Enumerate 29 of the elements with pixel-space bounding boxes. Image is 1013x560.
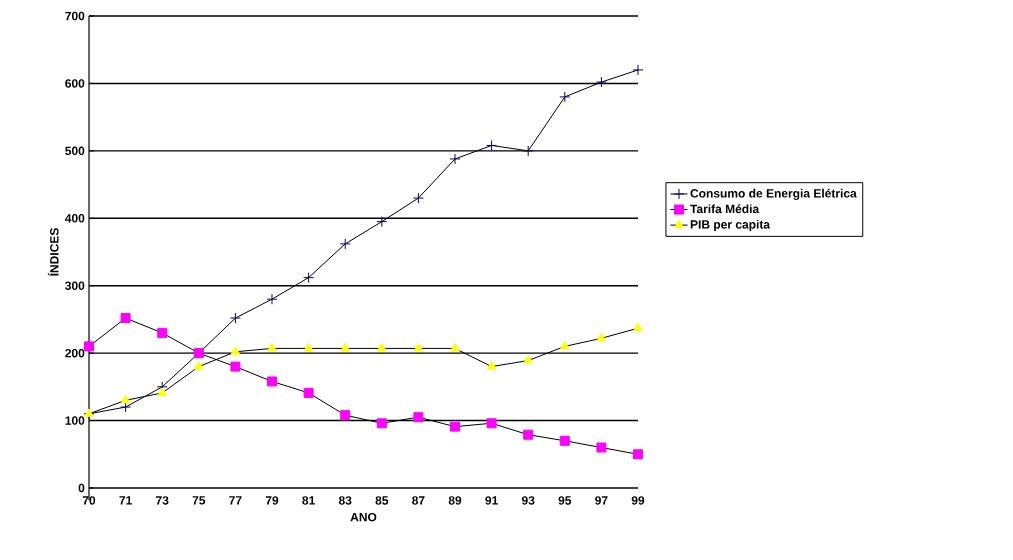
x-axis-title: ANO	[350, 512, 377, 522]
y-axis-title: ÍNDICES	[47, 228, 59, 276]
x-tick-label: 71	[119, 496, 132, 505]
legend-label: PIB per capita	[690, 219, 771, 232]
x-tick-label: 70	[82, 496, 96, 505]
x-tick-label: 81	[302, 496, 315, 505]
x-tick-label: 89	[448, 496, 462, 505]
y-tick-label: 400	[64, 214, 85, 223]
x-tick-label: 83	[338, 496, 352, 505]
x-tick-label: 91	[485, 496, 498, 505]
x-tick-label: 77	[229, 496, 242, 505]
legend-label: Tarifa Média	[690, 204, 760, 214]
x-tick-label: 75	[192, 496, 206, 505]
legend-label: Consumo de Energia Elétrica	[690, 188, 857, 201]
y-tick-label: 500	[65, 146, 85, 156]
y-tick-label: 600	[65, 79, 85, 88]
x-tick-label: 97	[595, 496, 608, 505]
x-tick-label: 95	[558, 496, 572, 505]
y-tick-label: 0	[78, 483, 85, 493]
x-tick-label: 87	[412, 496, 425, 505]
x-tick-label: 99	[631, 496, 645, 505]
x-tick-label: 85	[375, 496, 389, 505]
y-tick-label: 300	[65, 281, 85, 290]
x-tick-label: 93	[521, 496, 535, 505]
y-tick-label: 700	[65, 11, 85, 21]
x-tick-label: 79	[265, 496, 279, 505]
x-tick-label: 73	[156, 496, 169, 505]
y-tick-label: 200	[65, 348, 85, 358]
y-tick-label: 100	[65, 416, 85, 425]
